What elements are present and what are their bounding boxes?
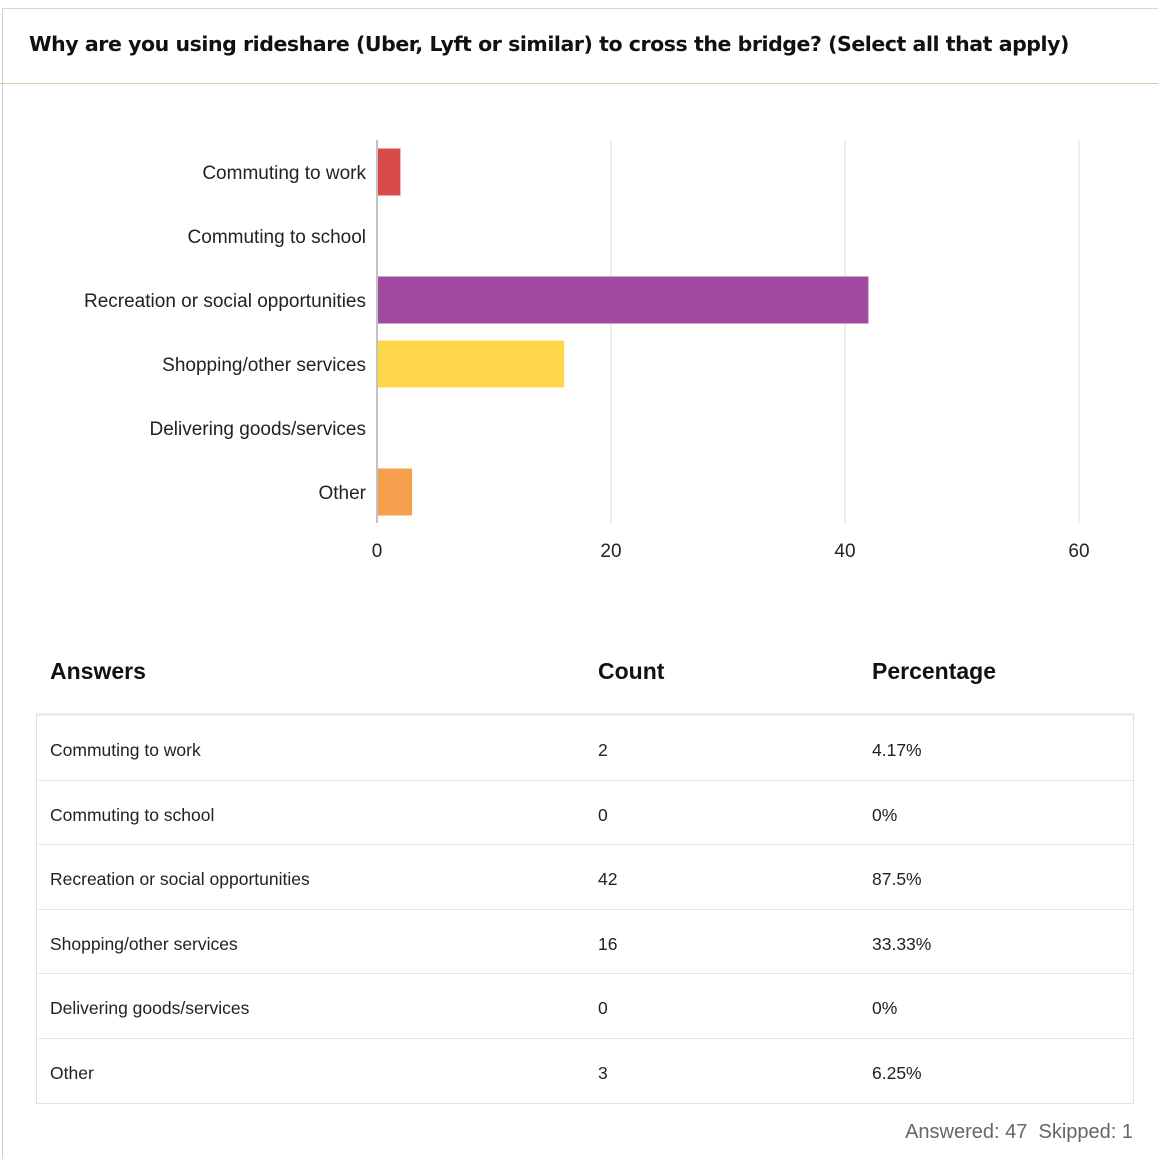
count-cell: 3 <box>598 1062 608 1083</box>
answer-cell: Shopping/other services <box>50 933 238 954</box>
percentage-cell: 33.33% <box>872 933 932 954</box>
answer-cell: Commuting to school <box>50 804 215 825</box>
category-label: Commuting to school <box>188 227 366 248</box>
table-row: Commuting to work 2 4.17% <box>37 716 1133 781</box>
category-label: Delivering goods/services <box>150 419 367 440</box>
bar <box>378 468 413 516</box>
x-tick-label: 20 <box>600 541 621 562</box>
chart-bars <box>378 148 869 516</box>
answer-cell: Commuting to work <box>50 740 201 760</box>
count-cell: 42 <box>598 869 618 889</box>
bar-chart: Commuting to work Commuting to school Recr… <box>84 140 1090 562</box>
chart-grid <box>376 140 1080 523</box>
answer-cell: Other <box>50 1062 94 1083</box>
table-row: Recreation or social opportunities 42 87… <box>37 845 1133 910</box>
percentage-cell: 4.17% <box>872 740 922 760</box>
count-cell: 0 <box>598 998 608 1018</box>
table-header-count: Count <box>598 658 665 684</box>
percentage-cell: 0% <box>872 998 898 1018</box>
count-cell: 16 <box>598 933 618 954</box>
percentage-cell: 0% <box>872 804 898 825</box>
response-summary: Answered: 47 Skipped: 1 <box>905 1121 1133 1144</box>
percentage-cell: 87.5% <box>872 869 922 889</box>
category-label: Recreation or social opportunities <box>84 291 366 312</box>
x-tick-label: 40 <box>834 541 855 562</box>
results-table: Commuting to work 2 4.17% Commuting to s… <box>36 713 1134 1104</box>
skipped-count: Skipped: 1 <box>1038 1121 1133 1143</box>
count-cell: 2 <box>598 740 608 760</box>
category-label: Commuting to work <box>202 163 366 184</box>
question-header: Why are you using rideshare (Uber, Lyft … <box>0 8 1158 84</box>
bar <box>378 148 401 196</box>
table-header-percentage: Percentage <box>872 658 997 684</box>
chart-tick-labels: 0 20 40 60 <box>372 541 1090 562</box>
count-cell: 0 <box>598 804 608 825</box>
percentage-cell: 6.25% <box>872 1062 922 1083</box>
table-header-answers: Answers <box>50 658 146 684</box>
bar <box>378 276 869 324</box>
category-label: Other <box>318 483 366 504</box>
survey-card <box>2 8 1158 1159</box>
x-tick-label: 0 <box>372 541 383 562</box>
chart-category-labels: Commuting to work Commuting to school Recr… <box>84 163 367 504</box>
table-row: Shopping/other services 16 33.33% <box>37 910 1133 974</box>
table-row: Commuting to school 0 0% <box>37 781 1133 845</box>
answer-cell: Delivering goods/services <box>50 998 250 1018</box>
bar <box>378 340 565 388</box>
table-row: Delivering goods/services 0 0% <box>37 974 1133 1039</box>
answer-cell: Recreation or social opportunities <box>50 869 310 889</box>
category-label: Shopping/other services <box>162 355 366 376</box>
x-tick-label: 60 <box>1068 541 1089 562</box>
answered-count: Answered: 47 <box>905 1121 1028 1143</box>
table-row: Other 3 6.25% <box>37 1039 1133 1104</box>
question-title: Why are you using rideshare (Uber, Lyft … <box>29 32 1069 56</box>
